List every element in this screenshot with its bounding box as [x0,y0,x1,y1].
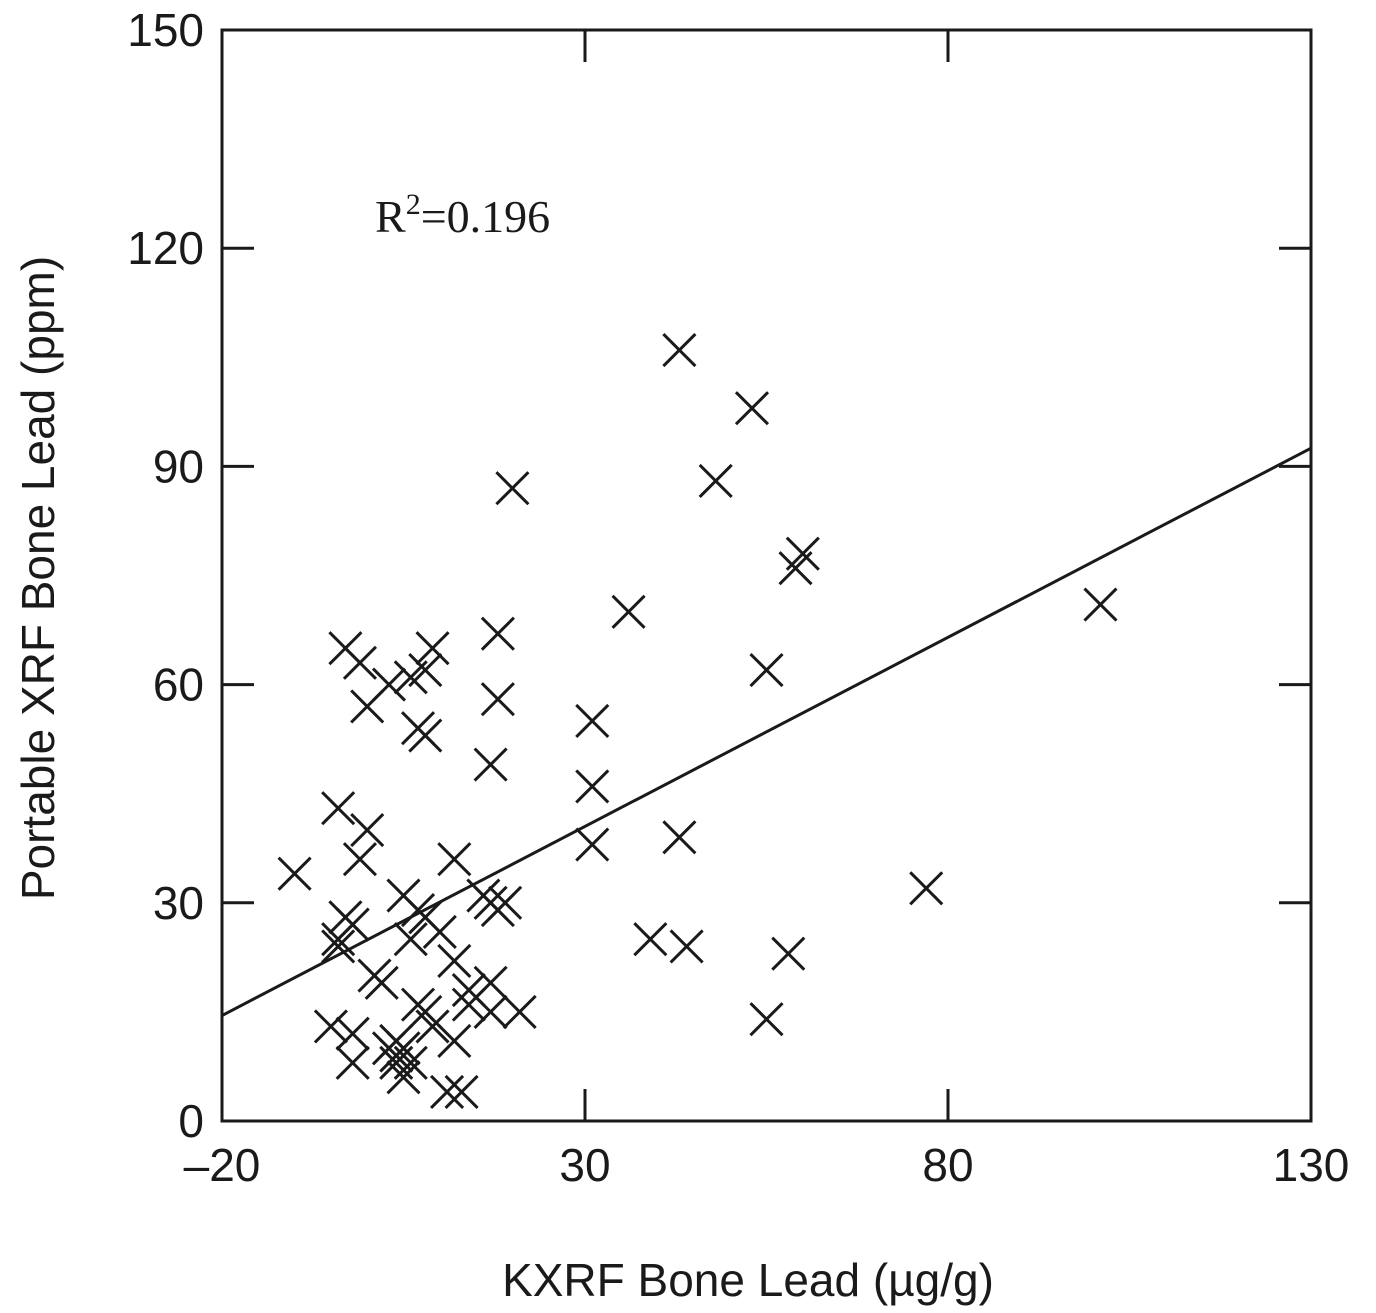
data-point [415,1009,450,1044]
y-axis-title: Portable XRF Bone Lead (ppm) [12,256,64,900]
data-point [771,936,806,971]
data-point [495,471,530,506]
data-point [321,791,356,826]
data-point [611,594,646,629]
axis-ticks: –20 30 80 130 0 30 60 90 120 150 [127,4,1349,1191]
data-point [335,1016,370,1051]
data-point [350,813,385,848]
data-point [502,994,537,1029]
r-squared-exponent: 2 [406,188,421,221]
data-point [393,922,428,957]
data-points [277,332,1118,1109]
data-point [473,994,508,1029]
data-point [633,922,668,957]
plot-frame [220,28,1313,1123]
data-point [321,929,356,964]
data-point [662,820,697,855]
data-point [429,1074,465,1109]
y-tick-label: 90 [153,440,204,492]
data-point [335,907,370,942]
data-point [422,914,457,949]
r-squared-base: R [375,191,406,242]
data-point [575,769,610,804]
x-tick-label: 80 [922,1139,973,1191]
data-point [277,856,312,891]
data-point [444,1074,479,1109]
data-point [749,1002,784,1037]
y-tick-label: 0 [178,1095,204,1147]
y-tick-label: 120 [127,222,204,274]
data-point [364,965,399,1000]
y-tick-label: 30 [153,877,204,929]
data-point [313,1009,348,1044]
x-tick-label: –20 [184,1139,261,1191]
data-point [734,391,770,426]
data-point [335,1045,370,1080]
data-point [342,842,378,877]
data-point [575,827,610,862]
data-point [393,1045,428,1080]
data-point [480,616,515,651]
y-tick-label: 60 [153,659,204,711]
data-point [437,1023,472,1059]
r-squared-value: =0.196 [421,191,550,242]
data-point [662,332,697,368]
data-point [488,885,523,920]
regression-line [221,446,1312,1017]
data-point [785,536,820,571]
data-point [408,718,443,753]
data-point [415,631,450,666]
data-point [473,747,508,782]
data-point [575,703,610,739]
data-point [698,463,733,499]
data-point [473,965,508,1000]
x-tick-label: 30 [559,1139,610,1191]
x-axis-title: KXRF Bone Lead (µg/g) [502,1254,994,1306]
r-squared-annotation: R2=0.196 [375,188,550,242]
data-point [749,652,784,688]
data-point [437,842,472,877]
data-point [909,871,944,906]
data-point [437,943,472,979]
data-point [480,682,515,717]
data-point [1083,587,1118,622]
data-point [342,645,378,680]
x-tick-label: 130 [1273,1139,1350,1191]
y-tick-label: 150 [127,4,204,56]
data-point [371,667,407,702]
data-point [408,652,443,688]
data-point [669,929,704,964]
